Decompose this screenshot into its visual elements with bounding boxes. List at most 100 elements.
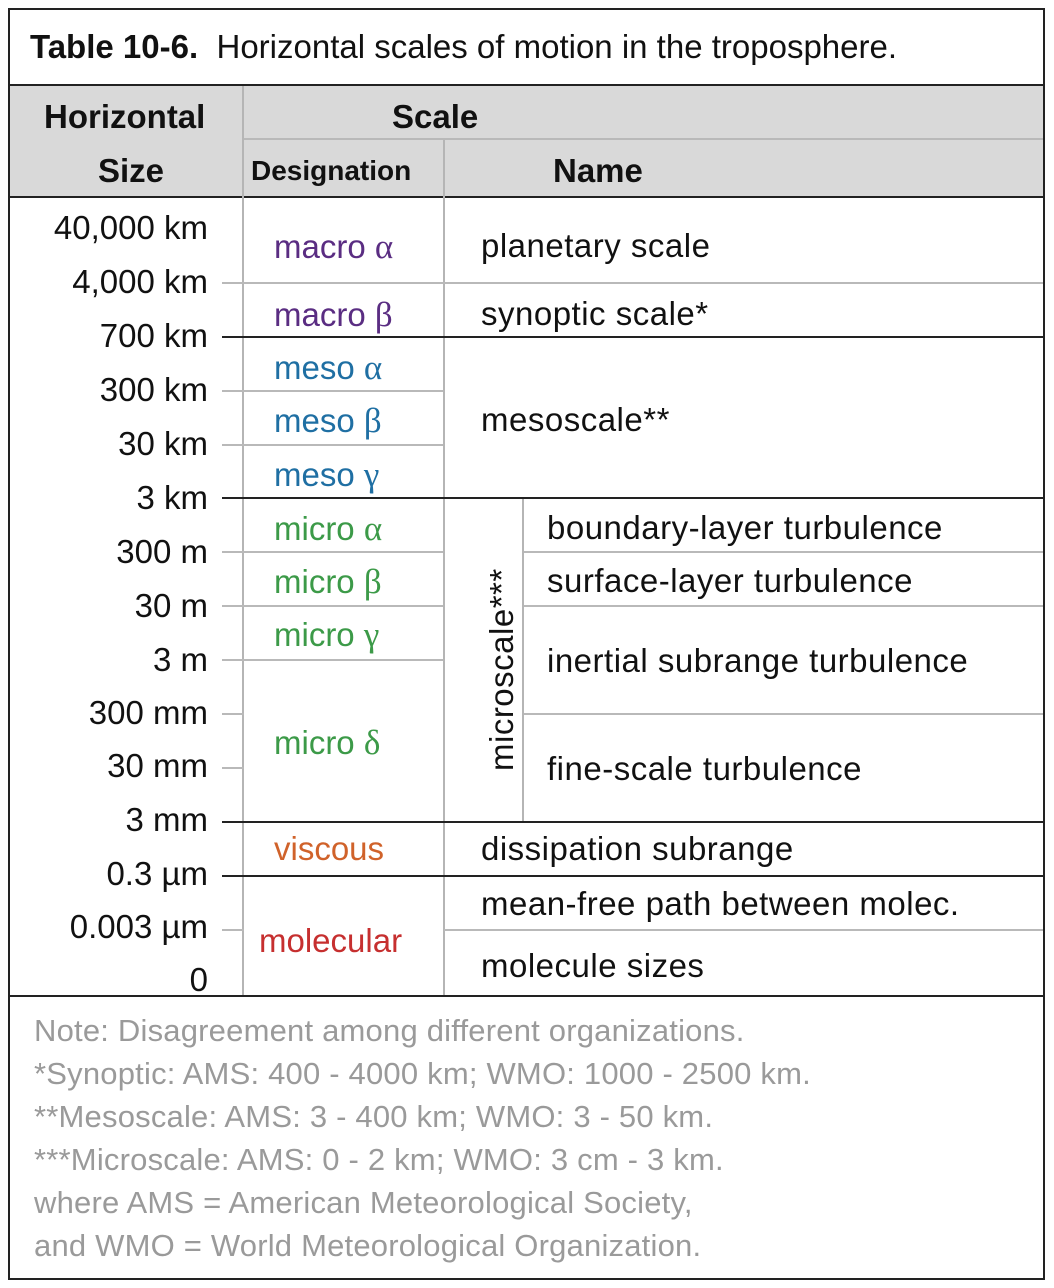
- header-name: Name: [553, 152, 643, 189]
- tick-4000km: [222, 282, 244, 284]
- tick-30m: [222, 605, 244, 607]
- size-label-300mm: 300 mm: [88, 694, 208, 731]
- table-bottom-line: [10, 995, 1043, 997]
- size-label-30km: 30 km: [118, 425, 208, 462]
- tick-3km: [222, 497, 244, 499]
- note-line-disagreement: Note: Disagreement among different organ…: [34, 1013, 745, 1048]
- note-line-microscale: ***Microscale: AMS: 0 - 2 km; WMO: 3 cm …: [34, 1142, 724, 1177]
- designation-column-divider: [443, 140, 445, 996]
- name-planetary-scale: planetary scale: [481, 227, 711, 264]
- designation-word: micro: [274, 563, 355, 600]
- designation-micro-alpha: micro α: [274, 509, 382, 549]
- greek-gamma-symbol: γ: [363, 455, 380, 494]
- size-label-700km: 700 km: [99, 317, 208, 354]
- tick-300km: [222, 390, 244, 392]
- row-line-3m: [244, 659, 443, 661]
- designation-macro-beta: macro β: [274, 295, 393, 335]
- size-label-3m: 3 m: [152, 641, 208, 678]
- name-mesoscale: mesoscale**: [481, 401, 670, 438]
- name-boundary-layer-turbulence: boundary-layer turbulence: [547, 509, 943, 546]
- row-line-700km: [244, 336, 1043, 338]
- size-label-0-3um: 0.3 µm: [106, 855, 208, 892]
- designation-meso-beta: meso β: [274, 401, 382, 441]
- size-label-3mm: 3 mm: [125, 801, 209, 838]
- tick-700km: [222, 336, 244, 338]
- row-line-300m-left: [244, 551, 443, 553]
- designation-word: micro: [274, 510, 355, 547]
- header-horizontal: Horizontal: [44, 98, 206, 135]
- name-surface-layer-turbulence: surface-layer turbulence: [547, 562, 914, 599]
- header-scale: Scale: [392, 98, 479, 135]
- tick-0-003um: [222, 929, 244, 931]
- name-microscale-vertical: microscale***: [483, 568, 520, 771]
- name-fine-scale-turbulence: fine-scale turbulence: [547, 750, 863, 787]
- greek-alpha-symbol: α: [374, 227, 394, 266]
- row-line-30m-right: [524, 605, 1043, 607]
- note-line-synoptic: *Synoptic: AMS: 400 - 4000 km; WMO: 1000…: [34, 1056, 811, 1091]
- designation-viscous: viscous: [274, 830, 385, 867]
- header-divider: [10, 196, 1043, 198]
- greek-beta-symbol: β: [363, 401, 382, 440]
- greek-delta-symbol: δ: [363, 723, 381, 762]
- header-designation: Designation: [251, 155, 412, 186]
- row-line-0-003um: [444, 929, 1043, 931]
- size-label-40000km: 40,000 km: [53, 209, 208, 246]
- row-line-300mm: [524, 713, 1043, 715]
- row-line-300m-right: [524, 551, 1043, 553]
- size-column-divider: [242, 86, 244, 996]
- size-label-30m: 30 m: [134, 587, 208, 624]
- designation-word: meso: [274, 349, 355, 386]
- greek-alpha-symbol: α: [363, 509, 383, 548]
- size-label-0-003um: 0.003 µm: [69, 908, 208, 945]
- designation-word: micro: [274, 616, 355, 653]
- designation-word: meso: [274, 402, 355, 439]
- greek-gamma-symbol: γ: [363, 615, 380, 654]
- size-label-300m: 300 m: [116, 533, 208, 570]
- table-title: Table 10-6. Horizontal scales of motion …: [30, 28, 897, 66]
- designation-meso-gamma: meso γ: [274, 455, 379, 495]
- designation-word: macro: [274, 296, 366, 333]
- tick-300mm: [222, 713, 244, 715]
- name-molecule-sizes: molecule sizes: [481, 947, 705, 984]
- name-mean-free-path: mean-free path between molec.: [481, 885, 960, 922]
- note-line-mesoscale: **Mesoscale: AMS: 3 - 400 km; WMO: 3 - 5…: [34, 1099, 714, 1134]
- tick-300m: [222, 551, 244, 553]
- row-line-3km: [244, 497, 1043, 499]
- row-line-30m-left: [244, 605, 443, 607]
- table-caption: Horizontal scales of motion in the tropo…: [216, 28, 898, 65]
- row-line-4000km: [244, 282, 1043, 284]
- designation-micro-beta: micro β: [274, 562, 382, 602]
- row-line-30km: [244, 444, 443, 446]
- size-label-300km: 300 km: [99, 371, 208, 408]
- size-label-0: 0: [189, 961, 208, 998]
- designation-macro-alpha: macro α: [274, 227, 393, 267]
- header-band: [10, 86, 1043, 197]
- row-line-0-3um: [244, 875, 1043, 877]
- designation-word: micro: [274, 724, 355, 761]
- row-line-3mm: [244, 821, 1043, 823]
- designation-micro-delta: micro δ: [274, 723, 380, 763]
- note-line-wmo: and WMO = World Meteorological Organizat…: [34, 1228, 702, 1263]
- tick-30mm: [222, 767, 244, 769]
- designation-molecular: molecular: [259, 922, 403, 959]
- size-label-4000km: 4,000 km: [72, 263, 208, 300]
- note-line-ams: where AMS = American Meteorological Soci…: [34, 1185, 693, 1220]
- greek-beta-symbol: β: [374, 295, 393, 334]
- tick-30km: [222, 444, 244, 446]
- name-synoptic-scale: synoptic scale*: [481, 295, 709, 332]
- table-frame: [8, 8, 1045, 1280]
- microscale-column-divider: [522, 497, 524, 823]
- size-label-30mm: 30 mm: [107, 747, 208, 784]
- row-line-300km: [244, 390, 443, 392]
- header-size: Size: [98, 152, 165, 189]
- designation-word: meso: [274, 456, 355, 493]
- name-inertial-subrange-turbulence: inertial subrange turbulence: [547, 642, 969, 679]
- table-number: Table 10-6.: [30, 28, 199, 65]
- designation-meso-alpha: meso α: [274, 348, 382, 388]
- designation-micro-gamma: micro γ: [274, 615, 379, 655]
- tick-3m: [222, 659, 244, 661]
- size-label-3km: 3 km: [136, 479, 208, 516]
- tick-0-3um: [222, 875, 244, 877]
- name-dissipation-subrange: dissipation subrange: [481, 830, 794, 867]
- greek-alpha-symbol: α: [363, 348, 383, 387]
